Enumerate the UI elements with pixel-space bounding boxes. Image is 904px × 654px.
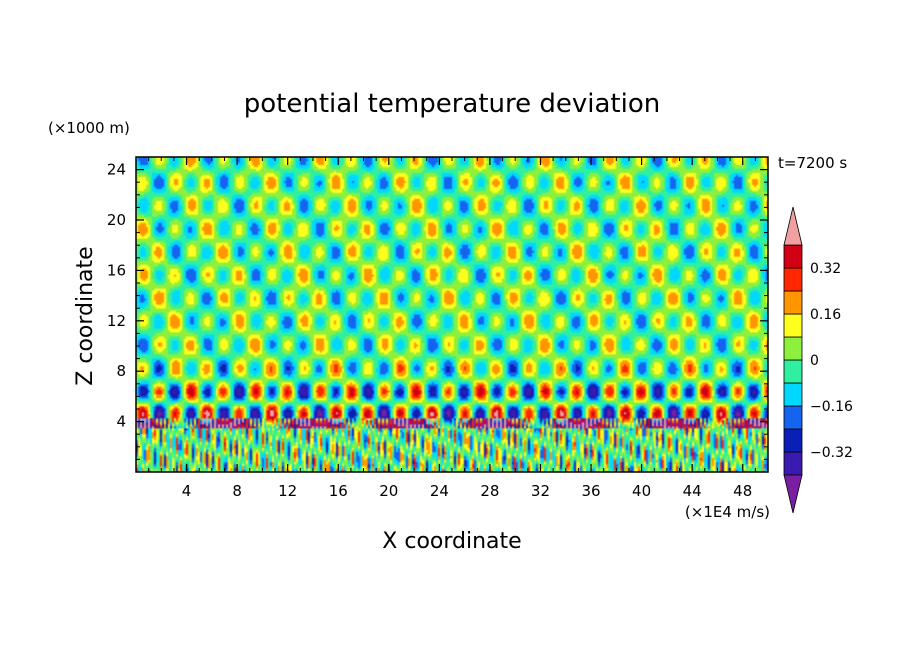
x-tick-label: 48 <box>733 482 752 500</box>
colorbar-segment <box>783 290 803 315</box>
x-tick-label: 44 <box>683 482 702 500</box>
colorbar-segment <box>783 267 803 292</box>
chart-title: potential temperature deviation <box>244 89 660 119</box>
colorbar-tick-label: −0.32 <box>810 445 853 461</box>
x-tick-label: 32 <box>531 482 550 500</box>
colorbar-segment <box>783 405 803 430</box>
colorbar-tick-label: 0 <box>810 353 819 369</box>
x-tick-label: 8 <box>232 482 242 500</box>
y-tick-label: 8 <box>116 362 126 380</box>
heatmap-field <box>136 157 768 472</box>
time-label: t=7200 s <box>778 154 847 172</box>
y-tick-label: 20 <box>107 211 126 229</box>
colorbar-segment <box>783 313 803 338</box>
colorbar-tick-label: −0.16 <box>810 399 853 415</box>
heatmap-image <box>136 157 768 472</box>
y-axis-label: Z coordinate <box>73 246 98 385</box>
x-axis-label: X coordinate <box>382 529 521 554</box>
colorbar-tick-label: 0.16 <box>810 307 841 323</box>
x-unit-label: (×1E4 m/s) <box>685 503 770 521</box>
x-tick-label: 16 <box>329 482 348 500</box>
x-tick-label: 36 <box>581 482 600 500</box>
x-tick-label: 20 <box>379 482 398 500</box>
y-unit-label: (×1000 m) <box>48 119 130 137</box>
y-tick-label: 16 <box>107 261 126 279</box>
x-tick-label: 40 <box>632 482 651 500</box>
colorbar-segment <box>783 382 803 407</box>
colorbar-min-arrow <box>783 474 803 514</box>
x-ticks: 4 8 12 16 20 24 28 32 36 40 44 48 <box>148 157 756 500</box>
colorbar: 0.32 0.16 0 −0.16 −0.32 <box>783 206 853 514</box>
y-tick-label: 4 <box>116 413 126 431</box>
x-tick-label: 24 <box>430 482 449 500</box>
y-tick-label: 12 <box>107 312 126 330</box>
x-tick-label: 4 <box>182 482 192 500</box>
colorbar-segment <box>783 244 803 269</box>
colorbar-segment <box>783 359 803 384</box>
colorbar-segment <box>783 451 803 476</box>
x-tick-label: 12 <box>278 482 297 500</box>
colorbar-tick-label: 0.32 <box>810 261 841 277</box>
colorbar-segment <box>783 428 803 453</box>
x-tick-label: 28 <box>480 482 499 500</box>
y-tick-label: 24 <box>107 161 126 179</box>
colorbar-segment <box>783 336 803 361</box>
y-ticks: 4 8 12 16 20 24 <box>107 161 768 460</box>
colorbar-max-arrow <box>783 206 803 246</box>
